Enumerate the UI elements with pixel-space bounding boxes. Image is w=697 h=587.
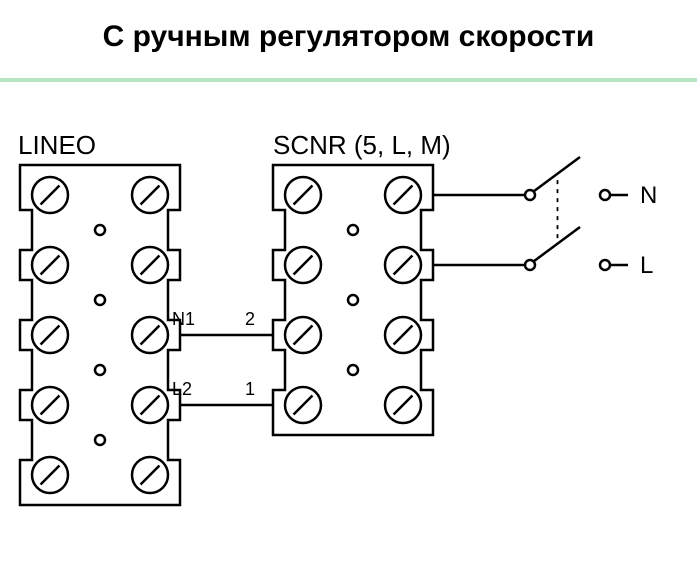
wiring-diagram	[0, 0, 697, 587]
